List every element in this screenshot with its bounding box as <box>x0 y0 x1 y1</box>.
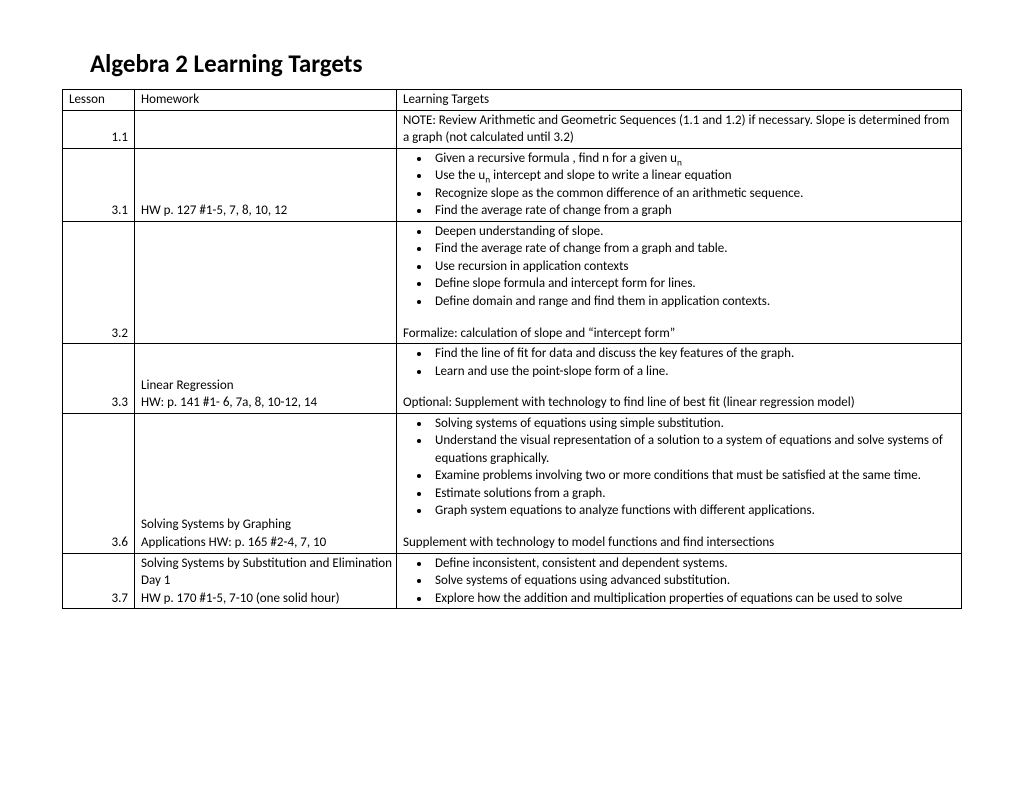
targets-post: Optional: Supplement with technology to … <box>403 394 957 412</box>
targets-table: Lesson Homework Learning Targets 1.1 NOTE… <box>62 89 962 609</box>
targets-cell: Solving systems of equations using simpl… <box>397 413 962 553</box>
bullet-item: Graph system equations to analyze functi… <box>431 502 957 520</box>
bullet-item: Define slope formula and intercept form … <box>431 275 957 293</box>
lesson-cell: 3.7 <box>63 553 135 609</box>
homework-cell <box>135 110 397 148</box>
bullet-item: Find the average rate of change from a g… <box>431 202 957 220</box>
targets-cell: Find the line of fit for data and discus… <box>397 344 962 414</box>
table-row: 3.3Linear RegressionHW: p. 141 #1- 6, 7a… <box>63 344 962 414</box>
table-row: 3.1HW p. 127 #1-5, 7, 8, 10, 12 Given a r… <box>63 148 962 221</box>
col-lesson: Lesson <box>63 90 135 111</box>
targets-post: Supplement with technology to model func… <box>403 534 957 552</box>
bullet-item: Find the average rate of change from a g… <box>431 240 957 258</box>
targets-post: Formalize: calculation of slope and “int… <box>403 325 957 343</box>
table-row: 1.1 NOTE: Review Arithmetic and Geometric… <box>63 110 962 148</box>
page-title: Algebra 2 Learning Targets <box>62 48 962 79</box>
table-row: 3.6Solving Systems by GraphingApplicatio… <box>63 413 962 553</box>
table-header-row: Lesson Homework Learning Targets <box>63 90 962 111</box>
lesson-cell: 1.1 <box>63 110 135 148</box>
homework-cell: Solving Systems by Substitution and Elim… <box>135 553 397 609</box>
table-row: 3.7Solving Systems by Substitution and E… <box>63 553 962 609</box>
targets-cell: Define inconsistent, consistent and depe… <box>397 553 962 609</box>
bullet-item: Define inconsistent, consistent and depe… <box>431 555 957 573</box>
bullet-item: Recognize slope as the common difference… <box>431 185 957 203</box>
bullet-item: Solving systems of equations using simpl… <box>431 415 957 433</box>
bullet-item: Estimate solutions from a graph. <box>431 485 957 503</box>
bullet-item: Explore how the addition and multiplicat… <box>431 590 957 608</box>
targets-cell: Deepen understanding of slope.Find the a… <box>397 221 962 343</box>
bullet-item: Use the un intercept and slope to write … <box>431 167 957 185</box>
homework-cell <box>135 221 397 343</box>
lesson-cell: 3.2 <box>63 221 135 343</box>
targets-bullets: Define inconsistent, consistent and depe… <box>403 555 957 608</box>
bullet-item: Given a recursive formula , find n for a… <box>431 150 957 168</box>
homework-cell: HW p. 127 #1-5, 7, 8, 10, 12 <box>135 148 397 221</box>
bullet-item: Solve systems of equations using advance… <box>431 572 957 590</box>
targets-cell: NOTE: Review Arithmetic and Geometric Se… <box>397 110 962 148</box>
homework-cell: Solving Systems by GraphingApplications … <box>135 413 397 553</box>
bullet-item: Understand the visual representation of … <box>431 432 957 467</box>
bullet-item: Learn and use the point-slope form of a … <box>431 363 957 381</box>
bullet-item: Use recursion in application contexts <box>431 258 957 276</box>
targets-bullets: Given a recursive formula , find n for a… <box>403 150 957 220</box>
lesson-cell: 3.1 <box>63 148 135 221</box>
bullet-item: Define domain and range and find them in… <box>431 293 957 311</box>
lesson-cell: 3.6 <box>63 413 135 553</box>
col-homework: Homework <box>135 90 397 111</box>
bullet-item: Examine problems involving two or more c… <box>431 467 957 485</box>
homework-cell: Linear RegressionHW: p. 141 #1- 6, 7a, 8… <box>135 344 397 414</box>
bullet-item: Deepen understanding of slope. <box>431 223 957 241</box>
bullet-item: Find the line of fit for data and discus… <box>431 345 957 363</box>
lesson-cell: 3.3 <box>63 344 135 414</box>
col-targets: Learning Targets <box>397 90 962 111</box>
targets-cell: Given a recursive formula , find n for a… <box>397 148 962 221</box>
targets-bullets: Solving systems of equations using simpl… <box>403 415 957 520</box>
targets-bullets: Find the line of fit for data and discus… <box>403 345 957 380</box>
targets-bullets: Deepen understanding of slope.Find the a… <box>403 223 957 311</box>
table-row: 3.2 Deepen understanding of slope.Find th… <box>63 221 962 343</box>
